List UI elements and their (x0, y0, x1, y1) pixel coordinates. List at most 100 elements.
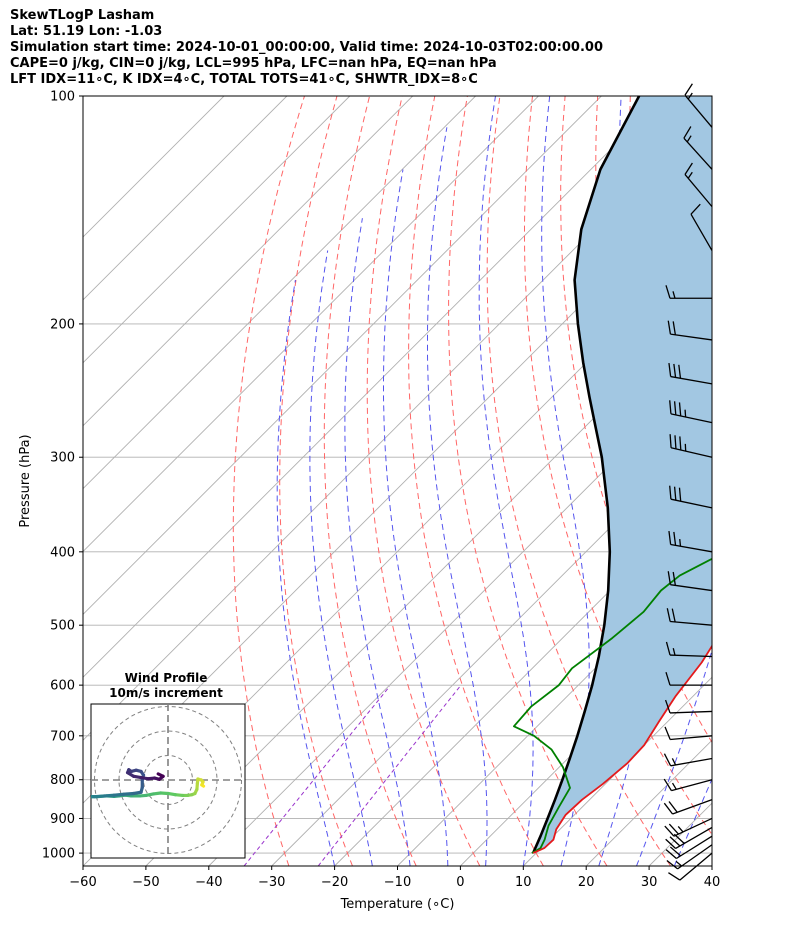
x-tick-label: 10 (515, 875, 532, 890)
mixing-ratio-line (243, 685, 391, 866)
y-tick-label: 300 (50, 451, 75, 466)
moist-adiabat-line (383, 169, 449, 866)
isotherm-line (397, 550, 712, 866)
title-line-3: CAPE=0 j/kg, CIN=0 j/kg, LCL=995 hPa, LF… (10, 56, 497, 71)
dry-adiabat-line (761, 96, 794, 866)
dry-adiabat-line (408, 96, 544, 866)
wind-barb (663, 799, 713, 815)
x-tick-label: 0 (456, 875, 464, 890)
isotherm-line (334, 487, 712, 866)
y-axis-label: Pressure (hPa) (18, 434, 33, 527)
moist-adiabat-line (427, 127, 488, 866)
inset-subtitle: 10m/s increment (109, 686, 223, 700)
wind-barb (663, 778, 713, 792)
wind-barb (667, 571, 713, 592)
cin-shaded-area (533, 96, 712, 854)
wind-barb (664, 726, 713, 741)
wind-barb (684, 83, 713, 128)
inset-title: Wind Profile (125, 671, 208, 685)
y-tick-label: 800 (50, 773, 75, 788)
wind-barb (665, 835, 713, 860)
isotherm-line (271, 425, 712, 866)
isotherm-line (83, 96, 288, 301)
hodograph-segment (92, 794, 106, 799)
y-tick-label: 500 (50, 619, 75, 634)
hodograph-segment (122, 791, 136, 796)
wind-barb (665, 671, 712, 686)
dry-adiabat-line (448, 96, 608, 866)
title-block: SkewTLogP Lasham Lat: 51.19 Lon: -1.03 Sim… (10, 8, 603, 88)
dry-adiabat-line (232, 96, 305, 866)
wind-barb (665, 285, 712, 299)
x-tick-label: −30 (258, 875, 285, 890)
hodograph-segment (112, 792, 126, 797)
x-tick-label: −10 (384, 875, 411, 890)
title-line-2: Simulation start time: 2024-10-01_00:00:… (10, 40, 603, 55)
x-tick-label: 20 (578, 875, 595, 890)
y-tick-label: 600 (50, 679, 75, 694)
isotherm-line (522, 676, 712, 866)
wind-barb (664, 699, 713, 714)
isotherm-line (83, 96, 225, 238)
wind-barb (669, 434, 713, 458)
wind-barb (668, 362, 713, 385)
isotherm-line (83, 96, 602, 616)
isotherm-line (83, 96, 414, 427)
y-tick-label: 200 (50, 317, 75, 332)
isotherm-line (83, 96, 539, 553)
mixing-ratio-line (317, 685, 461, 866)
temperature-line (532, 644, 712, 854)
wind-barb (668, 852, 713, 881)
isotherm-line (711, 865, 712, 866)
wind-barb (663, 753, 713, 767)
moist-adiabat-line (344, 218, 411, 866)
hodograph-segment (102, 793, 116, 798)
isotherm-line (145, 299, 712, 866)
title-line-4: LFT IDX=11∘C, K IDX=4∘C, TOTAL TOTS=41∘C… (10, 72, 478, 87)
isotherm-line (83, 96, 351, 364)
wind-barb (664, 817, 713, 837)
dry-adiabat-line (486, 96, 672, 866)
x-tick-label: −40 (195, 875, 222, 890)
isotherm-line (83, 96, 476, 490)
y-tick-label: 100 (50, 90, 75, 105)
dewpoint-line (513, 557, 712, 854)
y-tick-label: 400 (50, 545, 75, 560)
title-line-1: Lat: 51.19 Lon: -1.03 (10, 24, 163, 39)
title-line-0: SkewTLogP Lasham (10, 8, 155, 23)
dry-adiabat-line (728, 96, 794, 866)
wind-barb (666, 844, 713, 870)
dry-adiabat-line (279, 96, 353, 866)
moist-adiabat-line (478, 96, 534, 866)
isotherm-line (208, 362, 712, 866)
x-tick-label: −20 (321, 875, 348, 890)
y-tick-label: 1000 (42, 847, 75, 862)
x-tick-label: −60 (69, 875, 96, 890)
moist-adiabat-line (309, 250, 373, 866)
dry-adiabat-line (524, 96, 712, 836)
y-tick-label: 900 (50, 812, 75, 827)
parcel-profile-line (531, 96, 641, 854)
plot-area (83, 96, 794, 866)
dry-adiabat-line (366, 96, 481, 866)
x-axis-label: Temperature (∘C) (340, 897, 455, 912)
wind-barb (668, 530, 713, 553)
wind-barb (683, 126, 713, 170)
hodograph-segment (156, 772, 165, 778)
wind-barb (684, 162, 713, 208)
y-tick-label: 700 (50, 729, 75, 744)
x-tick-label: 30 (641, 875, 658, 890)
wind-barb (669, 400, 713, 424)
x-tick-label: −50 (132, 875, 159, 890)
dry-adiabat-line (323, 96, 417, 866)
wind-barb (666, 608, 713, 626)
moist-adiabat-line (541, 96, 590, 866)
x-tick-label: 40 (704, 875, 721, 890)
wind-barb (669, 485, 713, 509)
wind-barb (667, 320, 713, 341)
wind-barb (665, 826, 713, 850)
wind-barb (665, 641, 713, 658)
wind-barb (690, 203, 713, 251)
